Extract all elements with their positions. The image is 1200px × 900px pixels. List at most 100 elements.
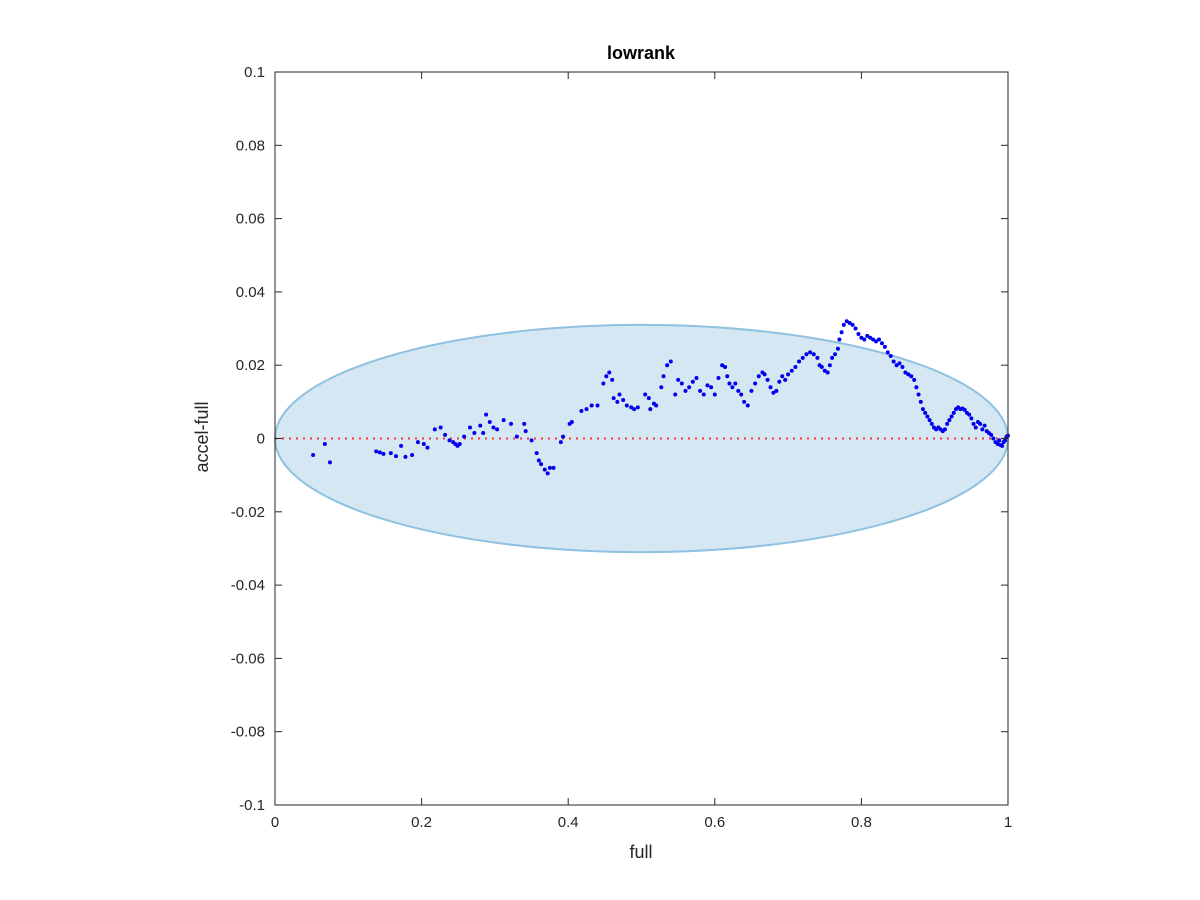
data-point — [800, 355, 805, 360]
data-point — [982, 423, 987, 428]
data-point — [547, 465, 552, 470]
data-point — [523, 429, 528, 434]
data-point — [742, 399, 747, 404]
data-point — [1000, 443, 1005, 448]
data-point — [733, 381, 738, 386]
data-point — [421, 441, 426, 446]
data-point — [643, 392, 648, 397]
data-point — [712, 392, 717, 397]
data-point — [753, 381, 758, 386]
data-point — [624, 403, 629, 408]
data-point — [815, 355, 820, 360]
data-point — [659, 385, 664, 390]
data-point — [882, 344, 887, 349]
data-point — [607, 370, 612, 375]
data-point — [835, 346, 840, 351]
data-point — [822, 368, 827, 373]
data-point — [723, 365, 728, 370]
data-point — [920, 407, 925, 412]
data-point — [558, 440, 563, 445]
data-point — [949, 414, 954, 419]
data-point — [841, 322, 846, 327]
data-point — [415, 440, 420, 445]
y-tick-label: 0.1 — [244, 64, 265, 81]
x-tick-label: 0.8 — [851, 814, 872, 831]
data-point — [962, 407, 967, 412]
y-tick-label: -0.1 — [239, 797, 265, 814]
data-point — [399, 443, 404, 448]
data-point — [811, 352, 816, 357]
data-point — [927, 418, 932, 423]
data-point — [579, 409, 584, 414]
data-point — [481, 431, 486, 436]
data-point — [545, 471, 550, 476]
data-point — [646, 396, 651, 401]
x-axis-label: full — [629, 842, 652, 862]
data-point — [797, 359, 802, 364]
data-point — [793, 365, 798, 370]
data-point — [403, 454, 408, 459]
y-tick-label: -0.06 — [231, 650, 265, 667]
data-point — [891, 359, 896, 364]
data-point — [725, 374, 730, 379]
data-point — [487, 420, 492, 425]
data-point — [514, 434, 519, 439]
data-point — [830, 355, 835, 360]
data-point — [635, 405, 640, 410]
data-point — [716, 376, 721, 381]
y-tick-label: 0.02 — [236, 357, 265, 374]
data-point — [914, 385, 919, 390]
data-point — [923, 410, 928, 415]
data-point — [853, 326, 858, 331]
y-tick-label: 0.06 — [236, 211, 265, 228]
data-point — [903, 370, 908, 375]
data-point — [720, 363, 725, 368]
y-tick-label: -0.08 — [231, 724, 265, 741]
data-point — [756, 374, 761, 379]
x-tick-label: 1 — [1004, 814, 1012, 831]
data-point — [665, 363, 670, 368]
data-point — [825, 370, 830, 375]
data-point — [425, 445, 430, 450]
data-point — [762, 372, 767, 377]
data-point — [462, 434, 467, 439]
data-point — [749, 388, 754, 393]
data-point — [432, 427, 437, 432]
data-point — [381, 451, 386, 456]
data-point — [673, 392, 678, 397]
data-point — [876, 337, 881, 342]
data-point — [783, 377, 788, 382]
data-point — [856, 332, 861, 337]
data-point — [701, 392, 706, 397]
data-point — [906, 372, 911, 377]
data-point — [542, 467, 547, 472]
data-point — [804, 352, 809, 357]
data-point — [617, 392, 622, 397]
data-point — [690, 379, 695, 384]
data-point — [819, 365, 824, 370]
x-tick-label: 0.6 — [704, 814, 725, 831]
data-point — [595, 403, 600, 408]
data-point — [478, 423, 483, 428]
data-point — [698, 388, 703, 393]
data-point — [865, 333, 870, 338]
data-point — [687, 385, 692, 390]
data-point — [472, 431, 477, 436]
data-point — [739, 392, 744, 397]
data-point — [327, 460, 332, 465]
data-point — [676, 377, 681, 382]
x-tick-label: 0.4 — [558, 814, 579, 831]
plot-area: 0 0.2 0.4 0.6 0.8 1 -0.1 -0.08 -0.06 -0.04 -0.02 0 0… — [231, 64, 1012, 831]
data-point — [629, 405, 634, 410]
data-point — [529, 438, 534, 443]
y-tick-label: -0.02 — [231, 504, 265, 521]
data-point — [839, 330, 844, 335]
data-point — [610, 377, 615, 382]
data-point — [683, 388, 688, 393]
data-point — [561, 434, 566, 439]
data-point — [929, 421, 934, 426]
data-point — [808, 350, 813, 355]
data-point — [969, 416, 974, 421]
data-point — [978, 421, 983, 426]
data-point — [912, 377, 917, 382]
